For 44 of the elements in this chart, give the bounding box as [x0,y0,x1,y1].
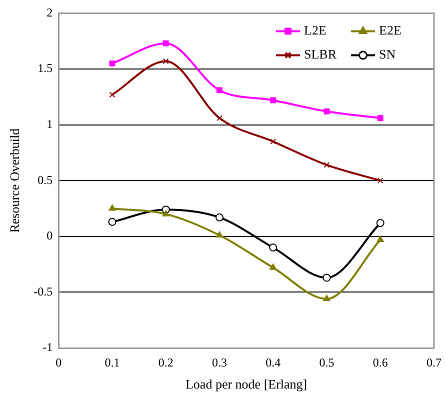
y-tick-label: -0.5 [34,284,53,298]
point [216,231,224,238]
x-tick-label: 0 [56,355,62,370]
point [216,115,222,122]
y-tick-label: 1.5 [38,61,53,76]
legend-label: E2E [379,22,402,38]
point [269,244,278,252]
point [270,138,276,145]
point [216,87,222,94]
point [109,60,116,66]
point [324,162,330,168]
point [377,178,384,184]
point [376,219,384,228]
y-tick-label: -1 [42,340,53,354]
point [322,274,331,282]
point [108,218,116,226]
point [162,40,169,46]
point [270,97,276,104]
point [324,108,330,114]
point [215,213,224,222]
y-tick-label: 2 [46,5,53,20]
x-tick-label: 0.6 [372,355,388,370]
x-tick-label: 0.1 [104,355,120,370]
x-axis-title: Load per node [Erlang] [185,376,308,392]
point [323,294,330,302]
x-tick-label: 0.2 [158,355,174,370]
point [377,115,384,122]
x-tick-label: 0.5 [319,355,334,370]
x-tick-label: 0.7 [426,355,442,370]
y-tick-label: 0.5 [38,172,53,187]
point [162,210,170,216]
point [162,58,169,64]
legend-label: SLBR [304,46,337,62]
legend-label: SN [379,46,396,62]
y-tick-label: 1 [46,116,53,131]
point [270,264,277,270]
point [376,236,384,242]
point [108,204,116,211]
legend-label: L2E [304,22,326,38]
y-axis-title: Resource Overbuild [7,128,22,233]
y-tick-label: 0 [46,228,53,243]
x-tick-label: 0.4 [266,355,281,370]
point [109,92,116,98]
x-tick-label: 0.3 [212,355,227,370]
